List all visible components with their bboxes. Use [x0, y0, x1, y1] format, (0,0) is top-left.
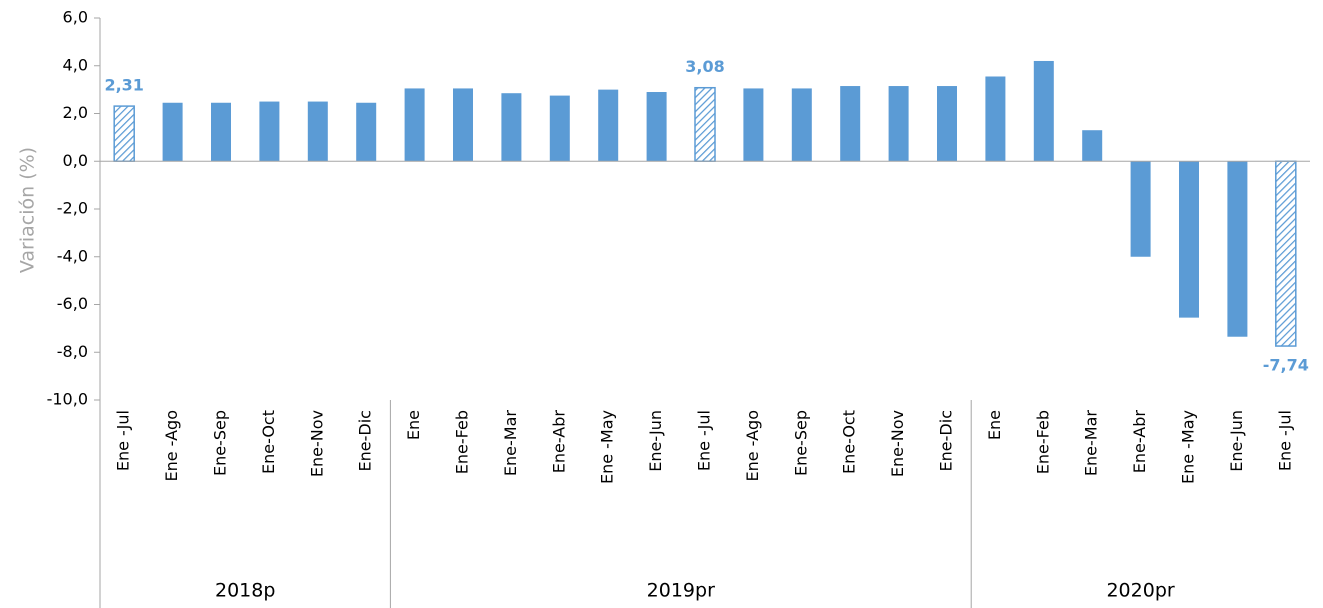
x-tick-label: Ene: [985, 410, 1004, 440]
x-tick-label: Ene -Ago: [743, 410, 762, 482]
x-tick-label: Ene-Feb: [453, 410, 472, 474]
x-tick-label: Ene-Mar: [1082, 410, 1101, 476]
bar: [937, 86, 957, 162]
bar: [985, 76, 1006, 162]
x-tick-label: Ene-Sep: [791, 410, 810, 476]
x-tick-label: Ene-Jun: [646, 410, 665, 472]
y-tick-label: 6,0: [63, 8, 88, 27]
x-tick-label: Ene-Abr: [1130, 410, 1149, 474]
x-tick-label: Ene: [404, 410, 423, 440]
bar: [694, 86, 716, 162]
bar: [888, 86, 909, 162]
group-label: 2019pr: [647, 580, 715, 602]
bar: [307, 101, 328, 162]
bar: [1275, 160, 1297, 347]
bar: [743, 88, 764, 162]
bar: [356, 102, 377, 162]
y-tick-label: -6,0: [57, 294, 88, 313]
group-label: 2020pr: [1106, 580, 1174, 602]
x-tick-label: Ene-Abr: [549, 410, 568, 474]
bar: [1033, 60, 1054, 162]
bar: [211, 102, 231, 162]
bar: [646, 92, 667, 162]
group-label: 2018p: [215, 580, 275, 602]
bar: [113, 105, 135, 162]
y-tick-label: -10,0: [47, 390, 88, 409]
x-tick-label: Ene-Mar: [501, 410, 520, 476]
bar: [1082, 130, 1103, 162]
x-tick-label: Ene-Oct: [259, 410, 278, 474]
bar: [1227, 161, 1248, 337]
y-tick-label: 2,0: [63, 103, 88, 122]
bar: [1130, 161, 1151, 257]
y-tick-label: -2,0: [57, 199, 88, 218]
y-tick-label: 0,0: [63, 151, 88, 170]
bar: [549, 95, 570, 162]
x-tick-label: Ene-Nov: [888, 410, 907, 477]
x-tick-label: Ene-Jun: [1227, 410, 1246, 472]
value-label: 3,08: [685, 57, 724, 76]
bar: [162, 102, 183, 162]
x-tick-label: Ene -Ago: [162, 410, 181, 482]
bar: [453, 88, 473, 162]
bar: [404, 88, 425, 162]
x-tick-label: Ene-Dic: [356, 410, 375, 471]
bar: [598, 89, 619, 162]
x-tick-label: Ene-Dic: [937, 410, 956, 471]
y-axis-label: Variación (%): [17, 147, 39, 273]
y-tick-label: -4,0: [57, 246, 88, 265]
bar: [791, 88, 812, 162]
x-tick-label: Ene -May: [598, 410, 617, 484]
x-tick-label: Ene -Jul: [1275, 410, 1294, 471]
y-tick-label: -8,0: [57, 342, 88, 361]
x-tick-label: Ene-Oct: [840, 410, 859, 474]
bar: [259, 101, 280, 162]
x-tick-label: Ene-Sep: [211, 410, 230, 476]
x-tick-label: Ene -May: [1179, 410, 1198, 484]
y-tick-label: 4,0: [63, 55, 88, 74]
x-tick-label: Ene-Feb: [1033, 410, 1052, 474]
bar: [840, 86, 861, 162]
value-label: -7,74: [1263, 356, 1309, 375]
bar: [1179, 161, 1199, 318]
value-label: 2,31: [104, 76, 143, 95]
x-tick-label: Ene-Nov: [307, 410, 326, 477]
x-tick-label: Ene -Jul: [695, 410, 714, 471]
x-tick-label: Ene -Jul: [114, 410, 133, 471]
bar: [501, 93, 522, 162]
